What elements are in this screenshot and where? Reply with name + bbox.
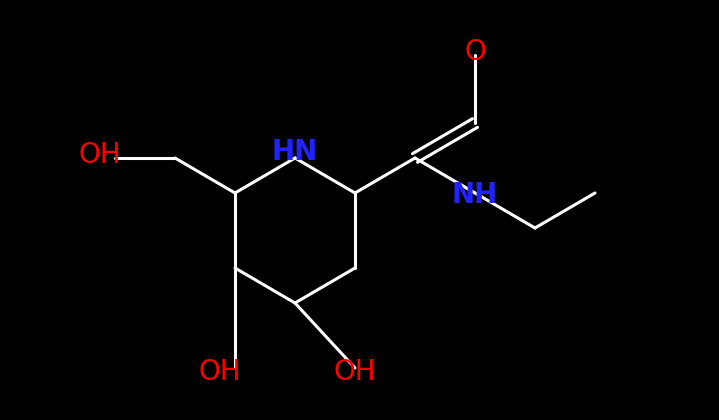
- Text: OH: OH: [198, 358, 242, 386]
- Text: NH: NH: [452, 181, 498, 209]
- Text: O: O: [464, 38, 486, 66]
- Text: OH: OH: [334, 358, 376, 386]
- Text: OH: OH: [78, 141, 122, 169]
- Text: HN: HN: [272, 138, 318, 166]
